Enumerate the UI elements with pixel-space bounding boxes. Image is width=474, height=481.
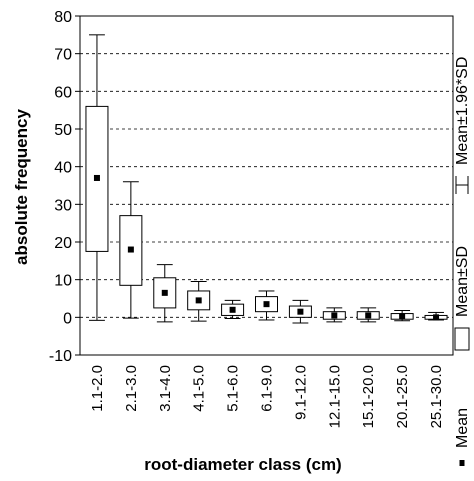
mean-marker — [365, 312, 372, 319]
x-category-label: 12.1-15.0 — [326, 365, 343, 428]
y-tick-label: 20 — [54, 235, 72, 252]
x-category-label: 1.1-2.0 — [89, 365, 106, 412]
box-group — [288, 299, 312, 324]
mean-marker — [161, 289, 168, 296]
box-group — [356, 307, 380, 323]
legend-mean-symbol — [459, 460, 465, 466]
x-axis-title: root-diameter class (cm) — [144, 455, 341, 474]
box-group — [255, 290, 278, 321]
box-series — [85, 34, 448, 324]
mean-marker — [127, 246, 134, 253]
mean-marker — [399, 313, 406, 320]
plot-frame — [79, 15, 454, 356]
y-tick-label: -10 — [49, 348, 72, 365]
y-tick-label: 50 — [54, 122, 72, 139]
mean-marker — [433, 314, 440, 321]
x-category-label: 20.1-25.0 — [394, 365, 411, 428]
y-tick-label: 10 — [54, 273, 72, 290]
box-group — [85, 34, 109, 321]
y-tick-label: 60 — [54, 84, 72, 101]
x-axis-categories: 1.1-2.0 2.1-3.0 3.1-4.0 4.1-5.0 5.1-6.0 6.1-9… — [89, 365, 445, 428]
x-category-label: 25.1-30.0 — [428, 365, 445, 428]
box-group — [221, 299, 245, 319]
y-tick-label: 70 — [54, 47, 72, 64]
mean-marker — [195, 297, 202, 304]
box-group — [119, 181, 143, 319]
y-tick-label: 40 — [54, 160, 72, 177]
mean-marker — [297, 308, 304, 315]
x-category-label: 4.1-5.0 — [191, 365, 208, 412]
box-group — [153, 264, 177, 323]
y-axis-ticks: -10 0 10 20 30 40 50 60 70 80 — [49, 9, 80, 365]
x-category-label: 3.1-4.0 — [157, 365, 174, 412]
x-category-label: 2.1-3.0 — [123, 365, 140, 412]
y-tick-label: 30 — [54, 197, 72, 214]
legend-ci-label: Mean±1.96*SD — [454, 57, 471, 165]
x-category-label: 6.1-9.0 — [259, 365, 276, 412]
box-group — [424, 311, 448, 321]
x-category-label: 9.1-12.0 — [292, 365, 309, 420]
mean-marker — [229, 306, 236, 313]
legend-sd-label: Mean±SD — [454, 246, 471, 317]
mean-marker — [263, 301, 270, 308]
y-axis-title: absolute frequency — [12, 109, 31, 265]
y-tick-label: 0 — [63, 310, 72, 327]
mean-marker — [93, 174, 100, 181]
box-group — [322, 307, 346, 323]
legend-sd-symbol — [454, 327, 470, 351]
x-category-label: 5.1-6.0 — [225, 365, 242, 412]
y-tick-label: 80 — [54, 9, 72, 26]
box-group — [187, 281, 211, 322]
mean-marker — [331, 312, 338, 319]
legend: Mean Mean±SD Mean±1.96*SD — [454, 57, 471, 466]
box-group — [390, 310, 414, 322]
legend-mean-label: Mean — [454, 408, 471, 448]
x-category-label: 15.1-20.0 — [360, 365, 377, 428]
